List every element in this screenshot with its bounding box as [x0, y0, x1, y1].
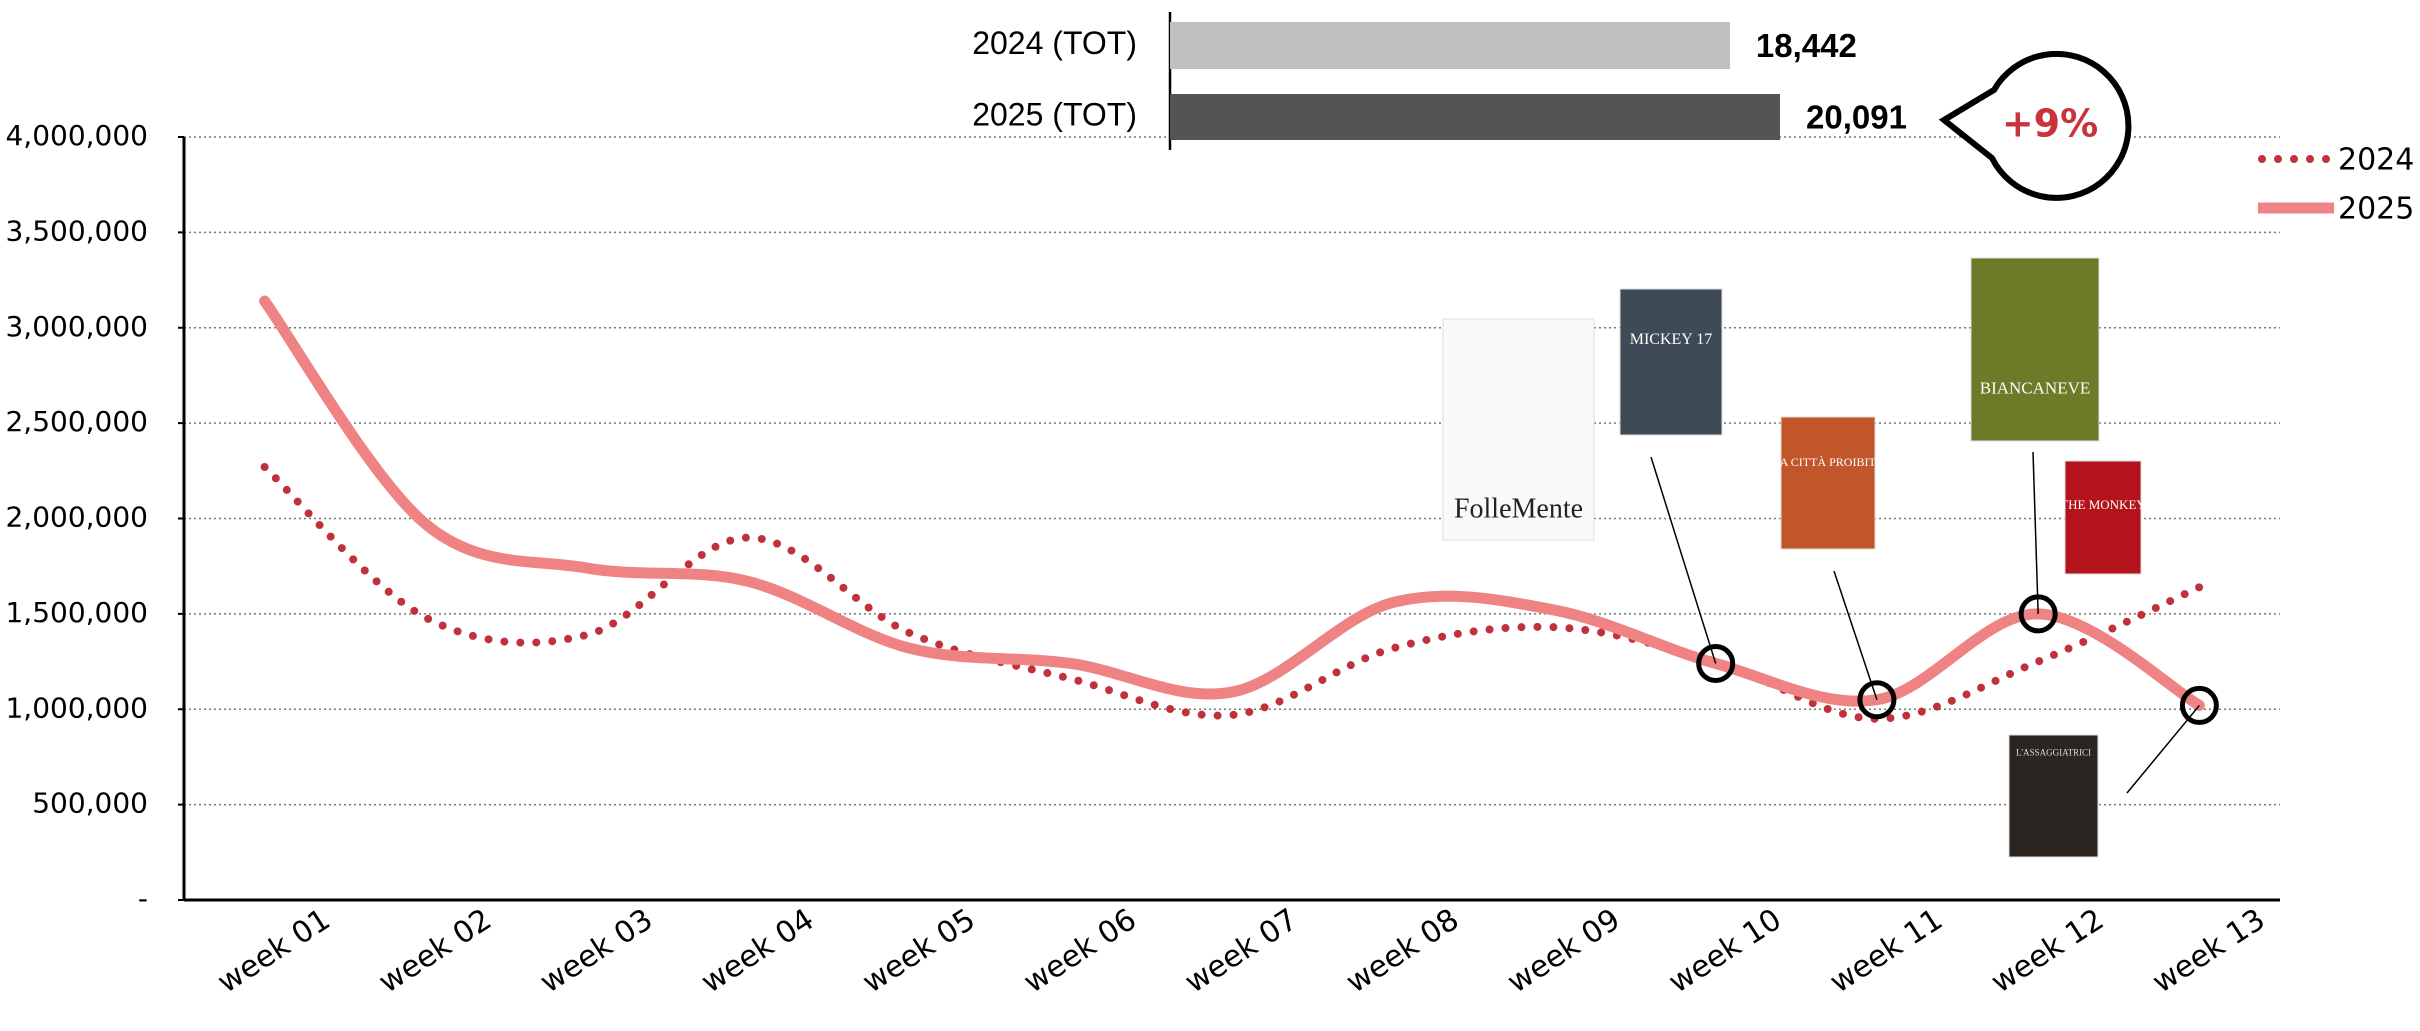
y-tick-label: 1,000,000	[5, 691, 148, 724]
series-line	[259, 295, 2205, 711]
bar	[1170, 22, 1730, 69]
poster-title: MICKEY 17	[1630, 331, 1713, 348]
y-tick-label: 4,000,000	[5, 119, 148, 152]
y-tick-label: 500,000	[32, 787, 148, 820]
poster-title: LA CITTÀ PROIBITA	[1772, 455, 1883, 469]
y-tick-label: 2,000,000	[5, 501, 148, 534]
bar-category: 2024 (TOT)	[972, 25, 1137, 61]
poster	[1970, 257, 2100, 442]
poster	[2008, 734, 2099, 858]
x-tick-label: week 04	[695, 902, 820, 1000]
bar-value-label: 20,091	[1806, 99, 1907, 136]
x-tick-label: week 03	[534, 902, 659, 1000]
connector	[1833, 570, 1878, 700]
poster	[1619, 288, 1723, 436]
poster-title: THE MONKEY	[2060, 497, 2146, 512]
legend-label: 2025	[2338, 192, 2414, 227]
highlight-marker	[1857, 680, 1897, 720]
connector	[1650, 456, 1717, 664]
x-tick-label: week 12	[1985, 902, 2110, 1000]
x-tick-label: week 06	[1018, 902, 1143, 1000]
poster	[1780, 416, 1876, 550]
bar-value-label: 18,442	[1756, 27, 1857, 64]
poster-title: L'ASSAGGIATRICI	[2016, 747, 2091, 757]
legend-label: 2024	[2338, 143, 2414, 178]
x-tick-label: week 13	[2146, 902, 2271, 1000]
y-tick-label: 3,500,000	[5, 214, 148, 247]
y-tick-label: 3,000,000	[5, 310, 148, 343]
annotation: +9%	[2002, 102, 2098, 146]
bar-category: 2025 (TOT)	[972, 96, 1137, 132]
x-tick-label: week 07	[1179, 902, 1304, 1000]
highlight-marker	[1696, 643, 1736, 683]
y-tick-label: 1,500,000	[5, 596, 148, 629]
poster-title: BIANCANEVE	[1980, 379, 2091, 398]
x-tick-label: week 11	[1824, 902, 1949, 1000]
callout	[1938, 50, 2132, 201]
x-tick-label: week 10	[1663, 902, 1788, 1000]
x-tick-label: week 02	[373, 902, 498, 1000]
bar	[1170, 94, 1780, 140]
x-tick-label: week 08	[1340, 902, 1465, 1000]
y-tick-label: 2,500,000	[5, 405, 148, 438]
y-tick-label: -	[138, 882, 148, 915]
connector	[2032, 451, 2039, 614]
poster	[2064, 460, 2142, 575]
x-tick-label: week 05	[856, 902, 981, 1000]
poster-title: FolleMente	[1454, 494, 1583, 525]
highlight-marker	[2018, 594, 2058, 634]
highlight-marker	[2179, 685, 2219, 725]
x-tick-label: week 01	[211, 902, 336, 1000]
x-tick-label: week 09	[1501, 902, 1626, 1000]
series-line	[260, 462, 2204, 723]
poster	[1442, 318, 1595, 541]
